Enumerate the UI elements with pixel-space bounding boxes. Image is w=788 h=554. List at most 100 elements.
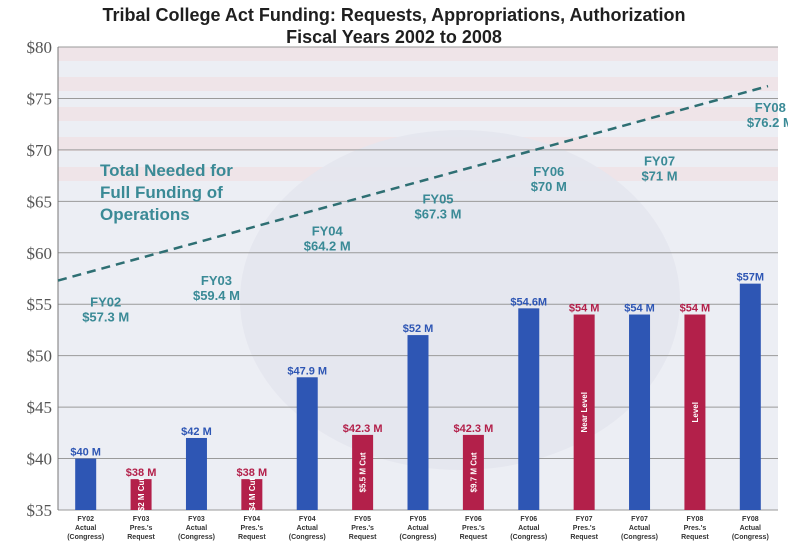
bar (75, 458, 97, 510)
x-tick-label: FY05 (354, 516, 371, 523)
x-tick-label: Actual (740, 525, 761, 532)
needed-point-value: $67.3 M (415, 207, 462, 222)
bar-inside-label: $2 M Cut (137, 478, 146, 512)
x-tick-label: (Congress) (178, 534, 215, 541)
bar-value-label: $54 M (680, 303, 711, 315)
bar-inside-label: $4 M Cut (248, 478, 257, 512)
bar (185, 437, 207, 510)
bar (573, 314, 595, 510)
bar-value-label: $42 M (181, 426, 212, 438)
needed-point-value: $71 M (641, 169, 677, 184)
bar (296, 377, 318, 510)
y-tick-label: $50 (27, 347, 53, 366)
x-tick-label: (Congress) (67, 534, 104, 541)
bar (518, 308, 540, 510)
x-tick-label: Pres.'s (241, 525, 264, 532)
y-tick-label: $45 (27, 398, 53, 417)
needed-point-value: $70 M (531, 179, 567, 194)
bar (241, 479, 263, 510)
x-tick-label: FY08 (742, 516, 759, 523)
x-tick-label: (Congress) (732, 534, 769, 541)
x-tick-label: Actual (518, 525, 539, 532)
needed-point-value: $59.4 M (193, 288, 240, 303)
needed-line-annotation: Full Funding of (100, 183, 223, 202)
needed-point-year: FY02 (90, 295, 121, 310)
x-tick-label: Actual (186, 525, 207, 532)
x-tick-label: Request (127, 534, 155, 541)
bar (629, 314, 651, 510)
x-tick-label: (Congress) (621, 534, 658, 541)
y-tick-label: $55 (27, 295, 53, 314)
x-tick-label: Actual (75, 525, 96, 532)
needed-funding-line (57, 84, 769, 282)
bar-value-label: $38 M (126, 467, 157, 479)
x-tick-label: Request (238, 534, 266, 541)
x-tick-label: Pres.'s (130, 525, 153, 532)
bar-value-label: $52 M (403, 323, 434, 335)
x-tick-label: (Congress) (510, 534, 547, 541)
x-tick-label: FY04 (243, 516, 260, 523)
bar-inside-label: $9.7 M Cut (469, 452, 478, 492)
needed-point-value: $64.2 M (304, 239, 351, 254)
bar-value-label: $42.3 M (454, 423, 494, 435)
bar-inside-label: $5.5 M Cut (359, 452, 368, 492)
x-tick-label: FY07 (631, 516, 648, 523)
x-tick-label: (Congress) (400, 534, 437, 541)
x-tick-label: Request (349, 534, 377, 541)
y-tick-label: $80 (27, 38, 53, 57)
y-tick-label: $60 (27, 244, 53, 263)
needed-point-year: FY05 (422, 192, 453, 207)
x-tick-label: FY05 (410, 516, 427, 523)
chart-title-line2: Fiscal Years 2002 to 2008 (286, 27, 502, 47)
bar (684, 314, 706, 510)
needed-point-year: FY03 (201, 273, 232, 288)
x-tick-label: FY08 (687, 516, 704, 523)
x-tick-label: Request (681, 534, 709, 541)
bar-value-label: $54.6M (510, 296, 547, 308)
x-tick-label: FY06 (520, 516, 537, 523)
bar-value-label: $54 M (569, 303, 600, 315)
x-tick-label: FY07 (576, 516, 593, 523)
needed-point-year: FY07 (644, 154, 675, 169)
y-tick-label: $40 (27, 450, 53, 469)
bar-value-label: $54 M (624, 303, 655, 315)
x-tick-label: FY03 (188, 516, 205, 523)
bar-value-label: $57M (737, 272, 765, 284)
x-tick-label: FY02 (77, 516, 94, 523)
background-stripe (58, 47, 778, 61)
background-stripe (58, 77, 778, 91)
needed-line-annotation: Total Needed for (100, 161, 233, 180)
needed-point-year: FY08 (755, 100, 786, 115)
bar-inside-label: Level (691, 402, 700, 422)
y-tick-label: $70 (27, 141, 53, 160)
bar-inside-label: Near Level (580, 392, 589, 432)
background-dome (240, 130, 680, 470)
x-tick-label: Request (570, 534, 598, 541)
background-stripe (58, 107, 778, 121)
bar (407, 335, 429, 510)
bar (739, 283, 761, 510)
bar-value-label: $40 M (70, 447, 101, 459)
needed-line-annotation: Operations (100, 205, 190, 224)
x-tick-label: Request (460, 534, 488, 541)
bar-value-label: $38 M (237, 467, 268, 479)
needed-point-value: $57.3 M (82, 310, 129, 325)
x-tick-label: FY04 (299, 516, 316, 523)
x-tick-label: Actual (407, 525, 428, 532)
y-tick-label: $75 (27, 89, 53, 108)
x-tick-label: Pres.'s (684, 525, 707, 532)
bar-value-label: $42.3 M (343, 423, 383, 435)
needed-point-year: FY04 (312, 224, 344, 239)
y-tick-label: $65 (27, 192, 53, 211)
x-tick-label: (Congress) (289, 534, 326, 541)
x-tick-label: Actual (629, 525, 650, 532)
bar (462, 434, 484, 510)
bar-value-label: $47.9 M (287, 365, 327, 377)
bar (130, 479, 152, 510)
needed-point-year: FY06 (533, 164, 564, 179)
x-tick-label: FY06 (465, 516, 482, 523)
x-tick-label: FY03 (133, 516, 150, 523)
y-tick-label: $35 (27, 501, 53, 520)
